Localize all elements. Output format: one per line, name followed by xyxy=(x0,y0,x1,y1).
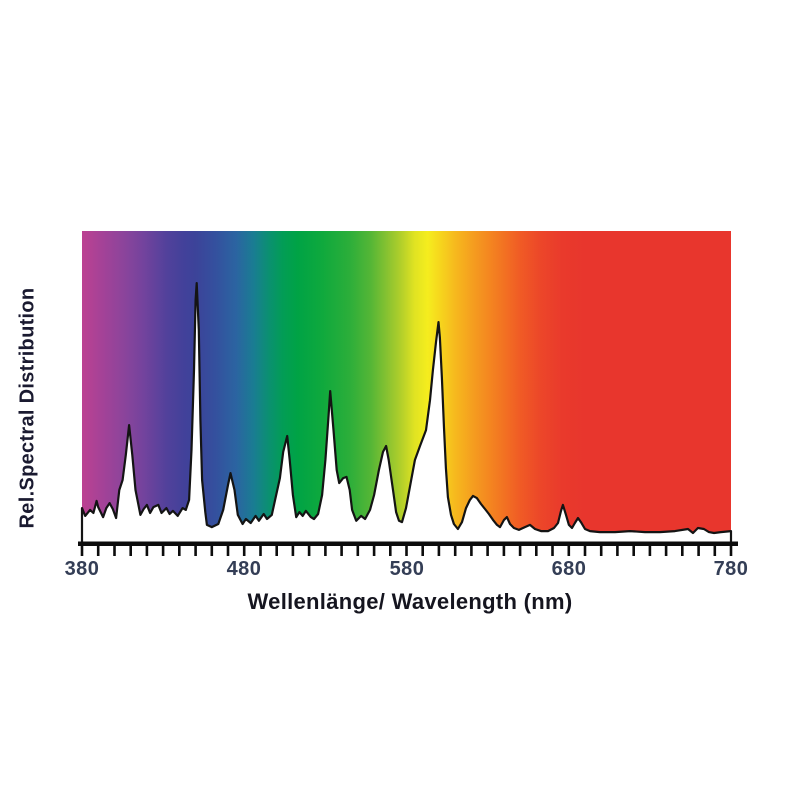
x-axis-tick xyxy=(421,546,424,556)
x-axis-title: Wellenlänge/ Wavelength (nm) xyxy=(247,589,573,614)
x-tick-label: 780 xyxy=(713,558,749,580)
x-axis-tick xyxy=(405,546,408,556)
x-axis-tick xyxy=(697,546,700,556)
x-axis-tick xyxy=(372,546,376,556)
x-axis-tick xyxy=(340,546,343,556)
x-tick-labels: 380 480 580 680 780 xyxy=(0,558,800,582)
x-tick-label: 580 xyxy=(389,558,425,580)
x-tick-label: 480 xyxy=(226,558,262,580)
x-axis-tick xyxy=(96,546,100,556)
x-axis-tick xyxy=(307,546,311,556)
x-axis-tick xyxy=(242,546,246,556)
x-axis-tick xyxy=(681,546,684,556)
x-axis-tick xyxy=(648,546,652,556)
x-axis-tick xyxy=(535,546,538,556)
spectral-curve xyxy=(80,282,733,545)
x-axis-tick xyxy=(210,546,214,556)
x-axis-line xyxy=(78,541,738,546)
x-axis-tick xyxy=(259,546,262,556)
x-axis-tick xyxy=(145,546,149,556)
x-axis-tick xyxy=(470,546,473,556)
x-axis-tick xyxy=(437,546,441,556)
x-axis-tick xyxy=(161,546,165,556)
x-axis-tick xyxy=(194,546,197,556)
x-axis-tick xyxy=(599,546,603,556)
x-axis-tick xyxy=(502,546,506,556)
x-tick-label: 680 xyxy=(551,558,587,580)
x-tick-label: 380 xyxy=(64,558,100,580)
x-axis-tick xyxy=(518,546,522,556)
x-axis-tick xyxy=(567,546,571,556)
x-axis-tick xyxy=(275,546,278,556)
x-axis-tick xyxy=(632,546,635,556)
x-axis-tick xyxy=(80,546,84,556)
x-axis-tick xyxy=(453,546,457,556)
x-axis-tick xyxy=(356,546,360,556)
x-axis-tick xyxy=(616,546,619,556)
x-axis-tick xyxy=(389,546,392,556)
spectrum-gradient-background xyxy=(82,231,731,543)
x-axis-tick xyxy=(291,546,295,556)
x-axis-tick xyxy=(178,546,181,556)
x-axis-tick xyxy=(713,546,717,556)
x-axis-tick xyxy=(129,546,132,556)
x-axis-tick xyxy=(664,546,668,556)
x-axis-ticks xyxy=(80,546,733,556)
x-axis-tick xyxy=(551,546,554,556)
x-axis-tick xyxy=(583,546,587,556)
x-axis-tick xyxy=(729,546,733,556)
x-axis-tick xyxy=(113,546,116,556)
x-axis-tick xyxy=(324,546,327,556)
x-axis-tick xyxy=(226,546,230,556)
x-axis-tick xyxy=(486,546,489,556)
